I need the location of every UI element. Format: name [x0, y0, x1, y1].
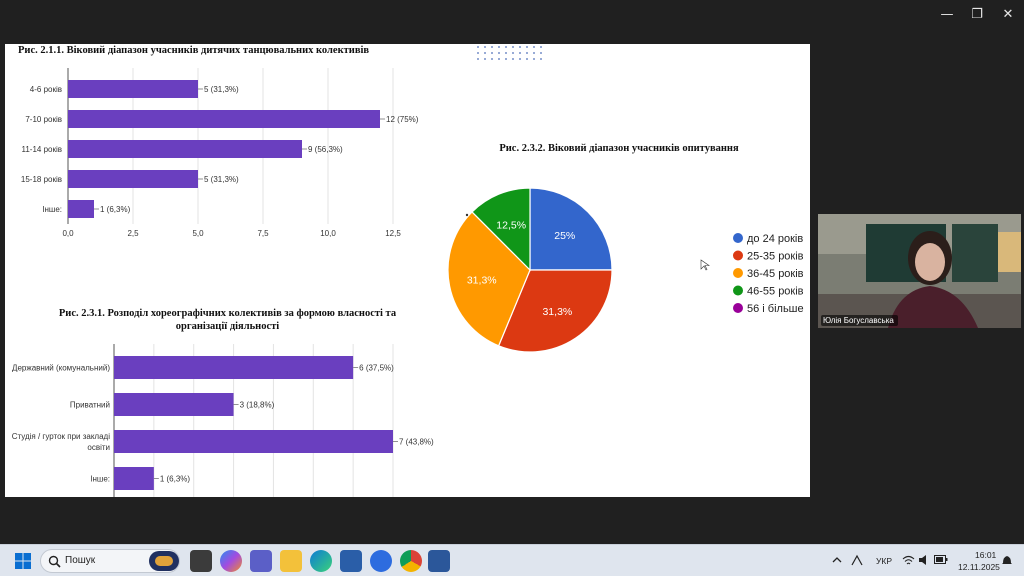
age-range-bar-chart: 0,0 2,5 5,0 7,5 10,0 12,5 4-6 років 5 (31,3%) 7-…	[21, 68, 419, 238]
search-placeholder: Пошук	[65, 555, 96, 566]
copilot-icon[interactable]	[220, 550, 242, 572]
age-pie-chart: 25% 31,3% 31,3% 12,5% до 24 років 25-35 років…	[447, 187, 804, 353]
chart1-category-label: 11-14 років	[21, 145, 62, 154]
ownership-bar-chart: Державний (комунальний) 6 (37,5%) Приватни…	[12, 344, 434, 497]
pie-legend-swatch	[733, 250, 743, 261]
pie-slice	[471, 187, 531, 272]
windows-start-icon[interactable]	[12, 550, 34, 572]
title-bar: — ❐ ✕	[0, 0, 1024, 30]
clock-time[interactable]: 16:01	[975, 550, 997, 560]
chart1-x-tick: 2,5	[127, 229, 139, 238]
chart2-title-line-1: Рис. 2.3.1. Розподіл хореографічних коле…	[58, 308, 397, 319]
maximize-button[interactable]: ❐	[971, 7, 983, 22]
chart1-category-label: 15-18 років	[21, 175, 62, 184]
pie-slice	[529, 187, 613, 271]
task-view-icon[interactable]	[190, 550, 212, 572]
chart1-data-label: 1 (6,3%)	[100, 205, 131, 214]
chart2-bar	[114, 393, 234, 416]
file-explorer-icon[interactable]	[280, 550, 302, 572]
close-button[interactable]: ✕	[1002, 7, 1014, 22]
pie-chart-title: Рис. 2.3.2. Віковий діапазон учасників о…	[499, 143, 739, 154]
pie-legend-label: 36-45 років	[747, 268, 804, 280]
chart1-bar	[68, 170, 198, 188]
chart1-x-tick: 10,0	[320, 229, 336, 238]
chart2-data-label: 6 (37,5%)	[359, 364, 394, 373]
minimize-button[interactable]: —	[940, 7, 954, 22]
chart1-x-tick: 12,5	[385, 229, 401, 238]
chart1-category-label: 7-10 років	[25, 115, 62, 124]
taskbar-search[interactable]: Пошук	[40, 549, 180, 573]
chart2-data-label: 7 (43,8%)	[399, 438, 434, 447]
chart1-bar	[68, 110, 380, 128]
search-icon	[48, 555, 61, 568]
chart2-category-label: Студія / гурток при закладі	[12, 432, 111, 441]
chart2-title-line-2: організації діяльності	[175, 321, 280, 332]
clock-date[interactable]: 12.11.2025	[958, 562, 1000, 572]
chart2-bar	[114, 430, 393, 453]
battery-icon[interactable]	[934, 555, 948, 565]
word-icon[interactable]	[428, 550, 450, 572]
pie-dot-marker	[465, 213, 469, 217]
participant-video[interactable]: Юлія Богуславська	[818, 214, 1021, 328]
pie-slice	[497, 269, 613, 353]
chart1-x-tick: 5,0	[192, 229, 204, 238]
chart2-data-label: 3 (18,8%)	[240, 401, 275, 410]
chart1-x-tick: 0,0	[62, 229, 74, 238]
pie-slice-label: 31,3%	[542, 306, 572, 318]
chart1-bar	[68, 200, 94, 218]
chart2-data-label: 1 (6,3%)	[160, 475, 191, 484]
teams-icon[interactable]	[250, 550, 272, 572]
chart1-bar	[68, 140, 302, 158]
chart1-data-label: 5 (31,3%)	[204, 175, 239, 184]
chart1-data-label: 12 (75%)	[386, 115, 419, 124]
pie-slice-label: 12,5%	[496, 220, 526, 232]
pie-legend-label: 56 і більше	[747, 303, 804, 315]
chart1-bar	[68, 80, 198, 98]
pie-slice	[447, 211, 531, 347]
pie-slice-label: 31,3%	[467, 275, 497, 287]
chart2-bar	[114, 467, 154, 490]
wifi-icon[interactable]	[902, 554, 915, 566]
chart1-category-label: 4-6 років	[30, 85, 62, 94]
language-indicator[interactable]: УКР	[876, 556, 893, 566]
pie-legend-swatch	[733, 233, 743, 243]
network-pen-icon[interactable]	[850, 554, 864, 567]
pie-legend-label: 46-55 років	[747, 286, 804, 298]
chart2-title: Рис. 2.3.1. Розподіл хореографічних коле…	[5, 307, 450, 333]
store-icon[interactable]	[340, 550, 362, 572]
mouse-cursor-icon	[700, 259, 710, 271]
volume-icon[interactable]	[918, 554, 931, 566]
chart2-bar	[114, 356, 354, 379]
pie-legend-swatch	[733, 285, 743, 296]
search-highlight-icon	[149, 551, 179, 571]
chart2-category-label: Державний (комунальний)	[12, 364, 110, 373]
pie-legend-label: 25-35 років	[747, 251, 804, 263]
participant-name: Юлія Богуславська	[821, 315, 898, 326]
notification-bell-icon[interactable]	[1001, 554, 1013, 567]
taskbar: Пошук УКР 16:01 12.11.2025	[0, 544, 1024, 576]
chart1-data-label: 5 (31,3%)	[204, 85, 239, 94]
pie-legend-label: до 24 років	[747, 233, 803, 245]
edge-icon[interactable]	[310, 550, 332, 572]
chart1-title: Рис. 2.1.1. Віковий діапазон учасників д…	[18, 45, 370, 56]
dotted-decoration	[477, 46, 542, 60]
shared-slide: Рис. 2.1.1. Віковий діапазон учасників д…	[5, 44, 810, 497]
chart1-x-tick: 7,5	[257, 229, 269, 238]
chart2-category-label: освіти	[87, 443, 110, 452]
pie-chart-panel: Рис. 2.3.2. Віковий діапазон учасників о…	[433, 140, 805, 354]
pie-slice-label: 25%	[554, 230, 575, 242]
video-frame	[818, 214, 1021, 328]
chevron-up-icon[interactable]	[832, 555, 842, 565]
chart2-category-label: Інше:	[90, 475, 110, 484]
zoom-icon[interactable]	[370, 550, 392, 572]
chart1-data-label: 9 (56,3%)	[308, 145, 343, 154]
chart2-category-label: Приватний	[70, 401, 110, 410]
chart1-category-label: Інше:	[42, 205, 62, 214]
pie-legend-swatch	[733, 268, 743, 278]
chrome-icon[interactable]	[400, 550, 422, 572]
pie-legend-swatch	[733, 303, 743, 313]
